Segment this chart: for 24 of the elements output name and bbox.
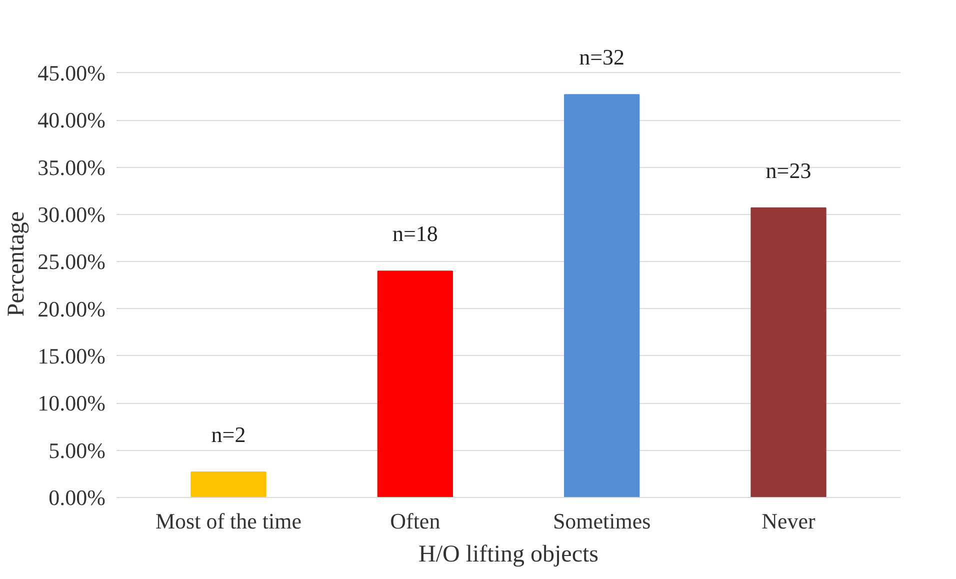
y-tick-label: 20.00% [38, 296, 106, 322]
bar [750, 207, 826, 498]
y-tick-label: 25.00% [38, 249, 106, 274]
y-axis-title: Percentage [4, 211, 30, 317]
bar [377, 270, 453, 498]
y-tick-label: 45.00% [38, 60, 106, 86]
y-tick-label: 10.00% [38, 390, 106, 416]
bar [190, 472, 266, 498]
x-axis-title: H/O lifting objects [418, 542, 598, 568]
y-tick-label: 35.00% [38, 154, 106, 180]
bar [564, 94, 640, 498]
x-tick-label: Often [390, 508, 440, 534]
x-tick-label: Sometimes [552, 508, 651, 534]
x-tick-label: Never [762, 508, 816, 534]
annotation: n=23 [766, 158, 812, 183]
y-tick-label: 0.00% [48, 485, 106, 510]
y-tick-label: 30.00% [38, 202, 106, 227]
x-tick-label: Most of the time [155, 508, 302, 534]
y-tick-label: 15.00% [38, 343, 106, 368]
annotation: n=32 [579, 44, 625, 70]
annotation: n=18 [392, 221, 438, 246]
y-tick-label: 40.00% [38, 108, 106, 133]
annotation: n=2 [211, 422, 246, 448]
y-tick-label: 5.00% [48, 438, 106, 463]
